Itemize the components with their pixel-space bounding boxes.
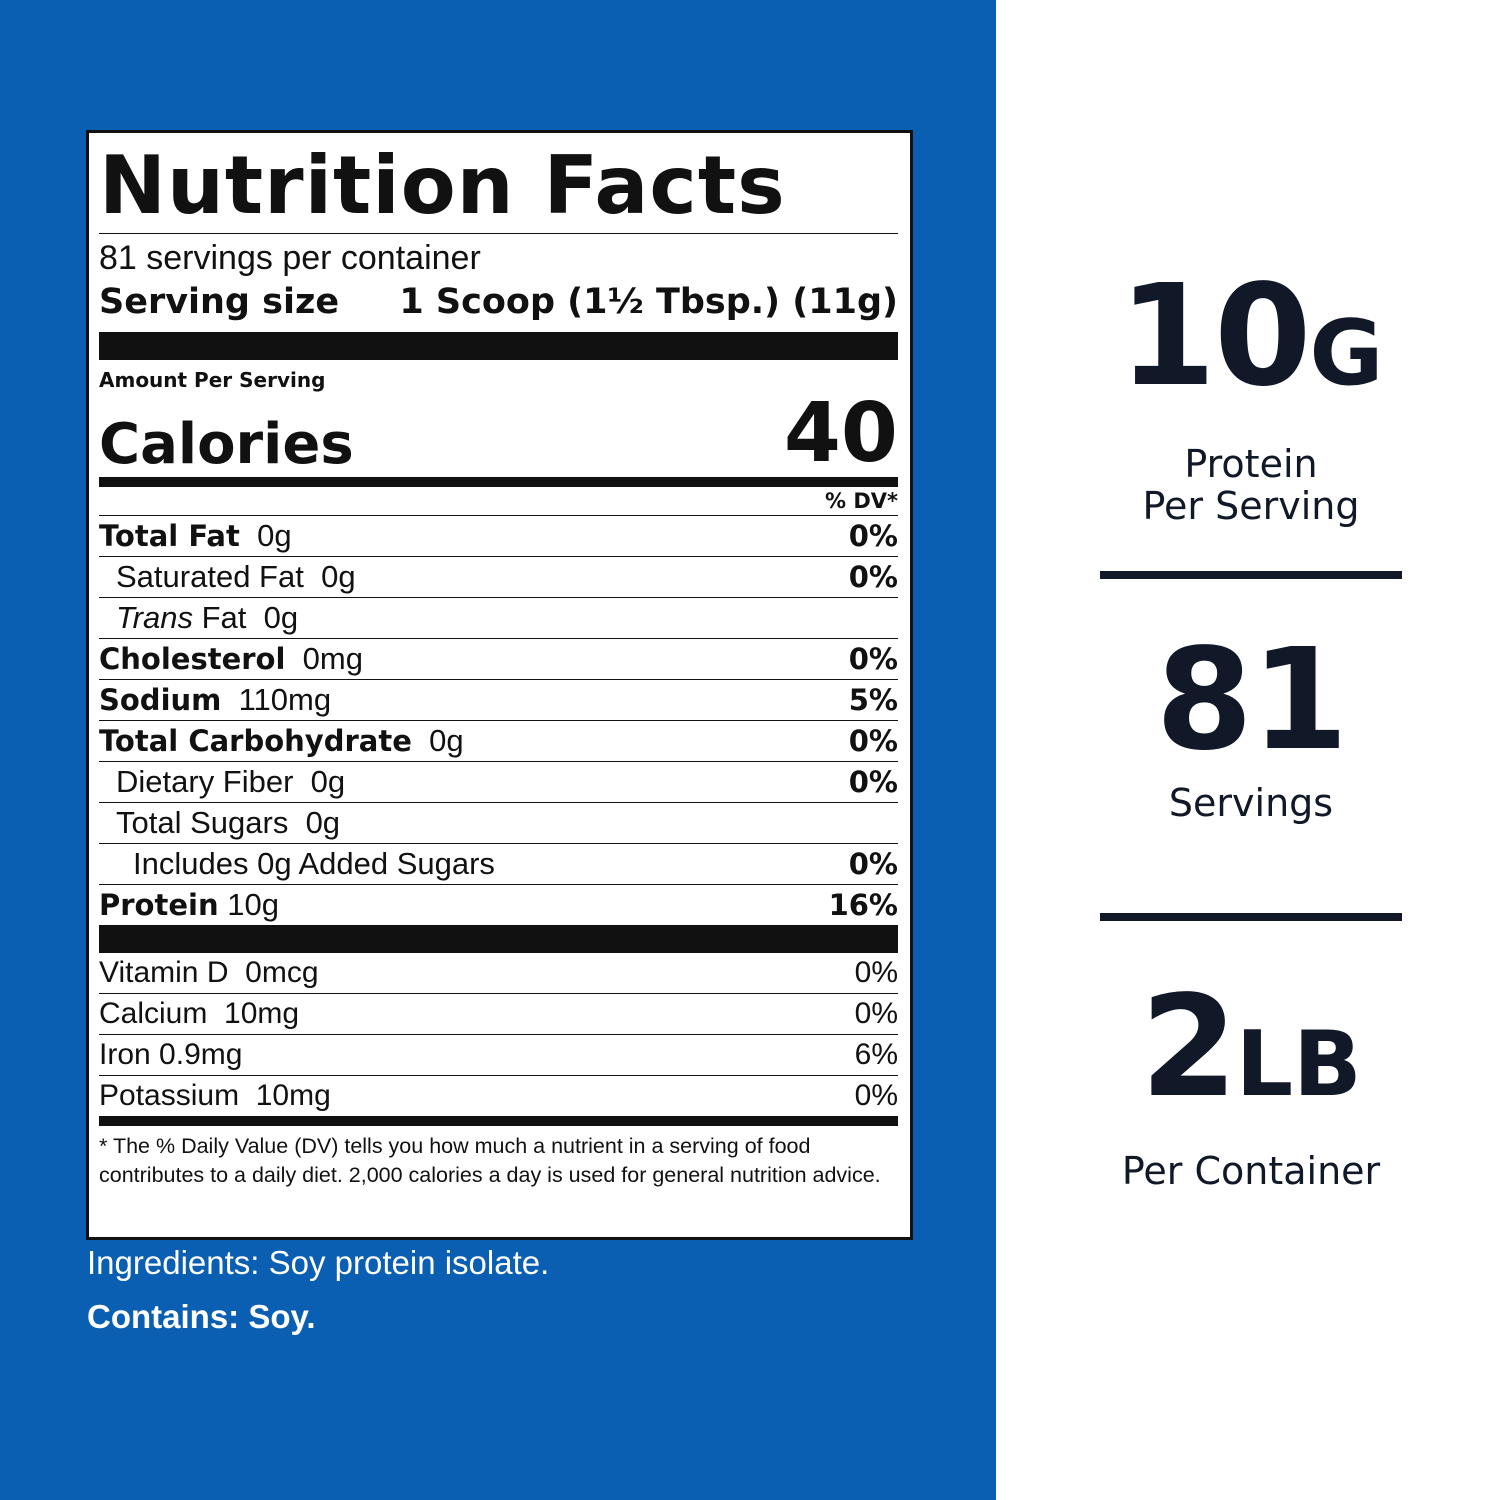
stat-number: 2 [1140,966,1237,1129]
calories-row: Calories 40 [99,392,898,476]
vitamin-amount: 0.9mg [159,1038,243,1071]
nutrient-amount: 10g [227,887,279,922]
serving-size-label: Serving size [99,282,340,322]
nutrient-row-cholesterol: Cholesterol 0mg 0% [99,639,898,680]
nutrient-name: Fat [201,600,247,635]
stat-per-container: 2LB Per Container [1100,973,1402,1193]
vitamin-row-iron: Iron 0.9mg 6% [99,1035,898,1076]
nutrient-name: Total Carbohydrate [99,724,412,758]
stat-label-line2: Per Serving [1142,484,1360,528]
stat-divider [1100,913,1402,921]
stat-unit: G [1309,301,1384,406]
vitamin-dv: 6% [854,1038,898,1071]
nutrient-amount: 0g [305,805,341,840]
vitamin-row-vitamin-d: Vitamin D 0mcg 0% [99,953,898,994]
stat-label-line1: Servings [1168,781,1334,825]
nutrient-dv: 0% [848,724,898,758]
nutrition-facts-title: Nutrition Facts [99,139,786,232]
nutrient-row-total-fat: Total Fat 0g 0% [99,516,898,557]
nutrient-name: Includes 0g Added Sugars [133,846,495,881]
vitamin-amount: 0mcg [245,956,319,989]
medium-divider [99,1116,898,1126]
nutrient-dv: 0% [848,765,898,799]
stat-divider [1100,571,1402,579]
vitamin-dv: 0% [854,1079,898,1112]
serving-size-row: Serving size 1 Scoop (1½ Tbsp.) (11g) [99,279,898,325]
stat-label-line1: Protein [1184,442,1318,486]
nutrient-amount: 110mg [238,682,332,717]
nutrient-name: Dietary Fiber [116,764,294,799]
nutrition-facts-label: Nutrition Facts 81 servings per containe… [86,130,913,1240]
vitamin-dv: 0% [854,997,898,1030]
calories-value: 40 [783,386,898,481]
nutrient-name: Cholesterol [99,642,286,676]
calories-label: Calories [99,412,354,477]
ingredients-text: Ingredients: Soy protein isolate. [87,1244,550,1281]
nutrient-row-trans-fat: Trans Fat 0g [99,598,898,639]
stat-unit: LB [1235,1012,1362,1117]
nutrient-dv: 0% [848,519,898,553]
vitamin-row-calcium: Calcium 10mg 0% [99,994,898,1035]
nutrient-amount: 0g [263,600,299,635]
stat-number: 81 [1155,619,1349,782]
divider [99,233,898,234]
vitamin-name: Calcium [99,997,208,1030]
stat-value: 81 [1100,626,1402,776]
nutrient-amount: 0g [429,723,464,758]
nutrient-dv: 0% [848,847,898,881]
nutrient-amount: 0g [310,764,346,799]
nutrient-name: Protein [99,888,219,922]
nutrient-dv: 5% [848,683,898,717]
vitamin-amount: 10mg [255,1079,331,1112]
vitamin-name: Potassium [99,1079,240,1112]
nutrient-row-sodium: Sodium 110mg 5% [99,680,898,721]
stat-number: 10 [1118,255,1312,418]
nutrient-amount: 0g [257,518,292,553]
nutrient-amount: 0mg [302,641,363,676]
nutrient-row-total-sugars: Total Sugars 0g [99,803,898,844]
stat-value: 10G [1100,262,1402,429]
nutrient-row-dietary-fiber: Dietary Fiber 0g 0% [99,762,898,803]
vitamin-amount: 10mg [224,997,300,1030]
nutrient-name: Total Sugars [116,805,289,840]
serving-size-value: 1 Scoop (1½ Tbsp.) (11g) [399,282,898,322]
vitamin-row-potassium: Potassium 10mg 0% [99,1076,898,1116]
nutrient-amount: 0g [321,559,356,594]
nutrient-row-added-sugars: Includes 0g Added Sugars 0% [99,844,898,885]
vitamin-name: Iron [99,1038,151,1071]
nutrient-row-total-carbohydrate: Total Carbohydrate 0g 0% [99,721,898,762]
nutrient-dv: 0% [848,642,898,676]
amount-per-serving: Amount Per Serving [99,368,326,392]
stat-protein-per-serving: 10G Protein Per Serving [1100,262,1402,528]
stat-label-line1: Per Container [1121,1149,1381,1193]
nutrient-name-italic: Trans [116,600,193,635]
nutrient-name: Saturated Fat [116,559,304,594]
medium-divider [99,477,898,487]
allergen-contains-text: Contains: Soy. [87,1298,316,1335]
thick-divider [99,925,898,953]
nutrient-name: Sodium [99,683,222,717]
stat-servings: 81 Servings [1100,626,1402,825]
nutrient-dv: 0% [848,560,898,594]
stat-value: 2LB [1100,973,1402,1140]
daily-value-header: % DV* [99,487,898,516]
thick-divider [99,332,898,360]
nutrient-name: Total Fat [99,519,240,553]
nutrient-row-protein: Protein 10g 16% [99,885,898,925]
nutrient-dv: 16% [828,888,898,922]
daily-value-footnote: * The % Daily Value (DV) tells you how m… [99,1134,881,1187]
servings-per-container: 81 servings per container [99,239,481,277]
vitamin-name: Vitamin D [99,956,229,989]
nutrient-row-saturated-fat: Saturated Fat 0g 0% [99,557,898,598]
vitamin-dv: 0% [854,956,898,989]
